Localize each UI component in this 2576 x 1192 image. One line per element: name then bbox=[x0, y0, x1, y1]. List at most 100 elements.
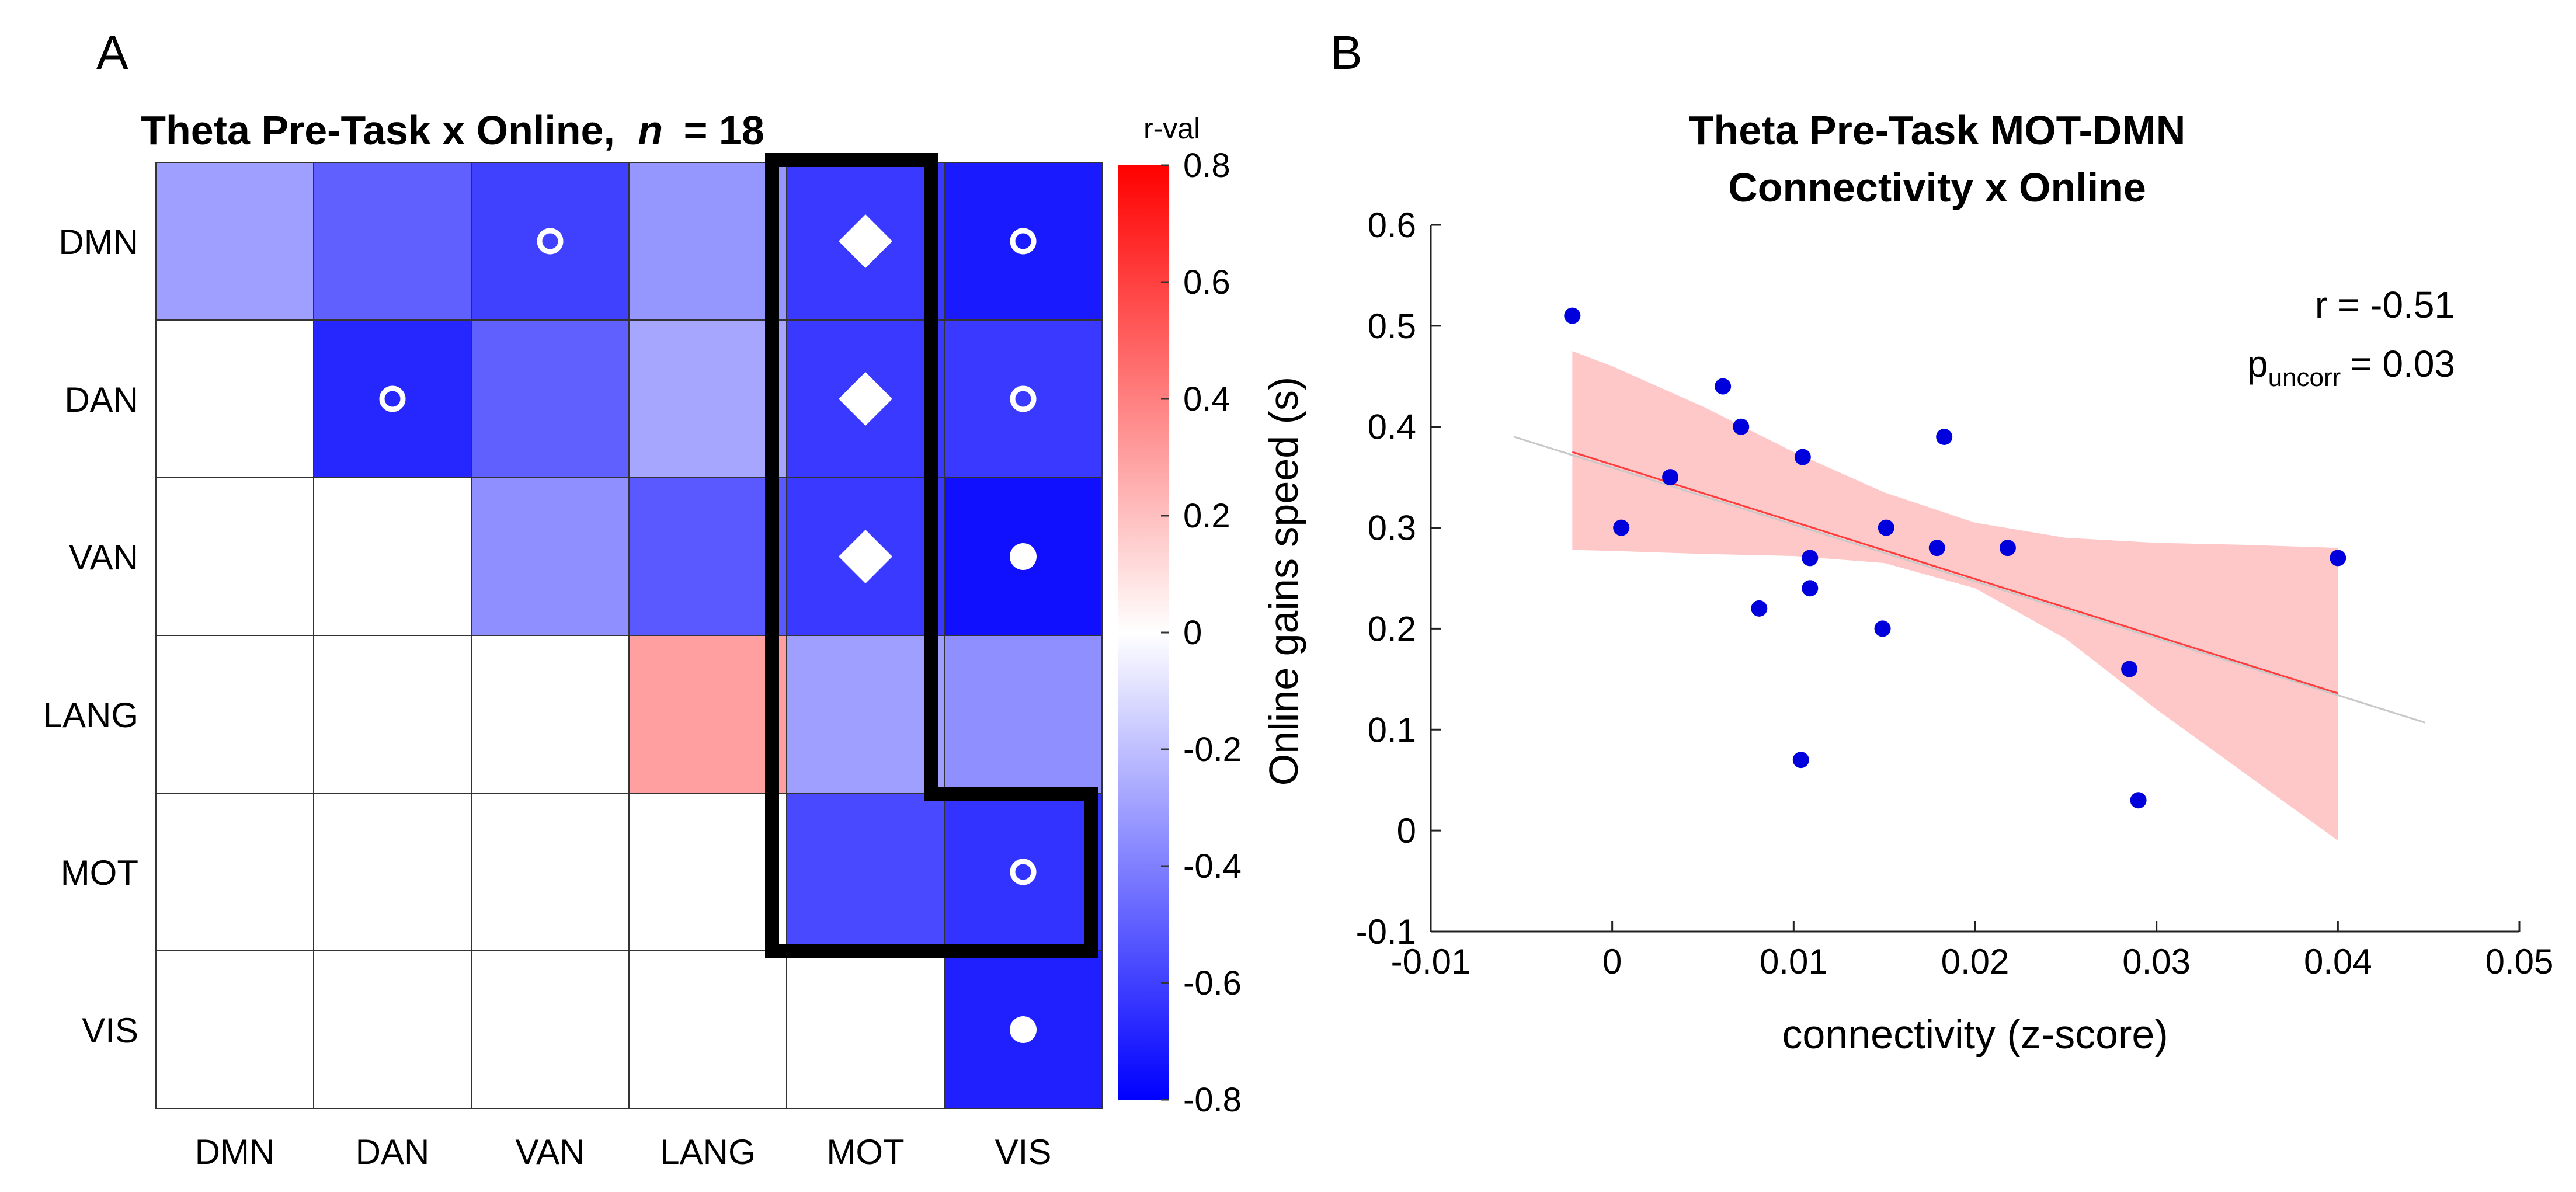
row-label-dan: DAN bbox=[64, 380, 138, 419]
scatter-point bbox=[1733, 418, 1750, 435]
colorbar-tick-label: -0.2 bbox=[1183, 731, 1242, 769]
scatter-point bbox=[2130, 792, 2147, 809]
heatmap-col-labels: DMN DAN VAN LANG MOT VIS bbox=[195, 1132, 1052, 1172]
heatmap-title: Theta Pre-Task x Online, n = 18 bbox=[141, 107, 764, 153]
marker-open-circle-mot-vis bbox=[1010, 859, 1037, 885]
col-label-lang: LANG bbox=[660, 1132, 755, 1172]
colorbar-tick-label: 0.8 bbox=[1183, 147, 1230, 185]
scatter-point bbox=[1564, 307, 1581, 324]
scatter-point bbox=[2121, 661, 2138, 677]
stats-p-symbol: p bbox=[2247, 343, 2268, 385]
heatmap-cell-dan-dmn bbox=[155, 319, 314, 478]
col-label-vis: VIS bbox=[995, 1132, 1052, 1172]
stats-r: r = -0.51 bbox=[2315, 284, 2455, 326]
y-axis-label: Online gains speed (s) bbox=[1261, 377, 1306, 786]
colorbar-tick-label: 0.2 bbox=[1183, 497, 1230, 535]
fit-lines-layer bbox=[1514, 436, 2425, 724]
y-tick-label: 0.4 bbox=[1368, 408, 1416, 447]
extended-regression-line bbox=[1514, 436, 2425, 724]
stats-p-value: = 0.03 bbox=[2350, 343, 2455, 385]
x-tick-label: -0.01 bbox=[1391, 942, 1471, 981]
marker-open-circle-dan-vis bbox=[1010, 385, 1037, 412]
colorbar-tick-label: -0.8 bbox=[1183, 1081, 1242, 1119]
heatmap-cell-mot-dan bbox=[313, 793, 472, 951]
stats-p-subscript: uncorr bbox=[2268, 363, 2341, 392]
heatmap-row-labels: DMN DAN VAN LANG MOT VIS bbox=[43, 223, 138, 1050]
regression-fit-line bbox=[1572, 451, 2338, 694]
confidence-band bbox=[1572, 351, 2338, 841]
colorbar-tick-label: 0.6 bbox=[1183, 263, 1230, 301]
x-axis-label: connectivity (z-score) bbox=[1782, 1012, 2168, 1057]
colorbar-tick-label: -0.6 bbox=[1183, 964, 1242, 1002]
y-tick-labels: -0.1 0 0.1 0.2 0.3 0.4 0.5 0.6 bbox=[1356, 206, 1441, 951]
colorbar-ticks: 0.8 0.6 0.4 0.2 0 -0.2 -0.4 -0.6 -0.8 bbox=[1161, 147, 1242, 1119]
marker-open-circle-dmn-vis bbox=[1010, 228, 1037, 255]
col-label-van: VAN bbox=[516, 1132, 585, 1172]
panel-b-label: B bbox=[1330, 26, 1362, 79]
heatmap-cell-lang-dmn bbox=[155, 635, 314, 794]
scatter-point bbox=[1928, 540, 1945, 557]
heatmap-cell-van-lang bbox=[628, 477, 787, 636]
row-label-van: VAN bbox=[69, 538, 138, 577]
y-tick-label: 0.2 bbox=[1368, 609, 1416, 648]
marker-diamond-dan-mot bbox=[839, 372, 892, 426]
scatter-title-line1: Theta Pre-Task MOT-DMN bbox=[1689, 107, 2186, 153]
marker-filled-circle-vis-vis bbox=[1010, 1016, 1037, 1043]
heatmap-cells bbox=[155, 162, 1103, 1109]
scatter-point bbox=[1874, 620, 1891, 637]
panel-b-scatter: B Theta Pre-Task MOT-DMN Connectivity x … bbox=[1261, 26, 2553, 1057]
panel-a-heatmap: A Theta Pre-Task x Online, n = 18 DMN DAN… bbox=[43, 26, 1242, 1172]
heatmap-cell-mot-dmn bbox=[155, 793, 314, 951]
x-tick-label: 0.05 bbox=[2485, 942, 2554, 981]
scatter-point bbox=[1794, 449, 1811, 465]
x-tick-label: 0.02 bbox=[1941, 942, 2010, 981]
row-label-vis: VIS bbox=[82, 1011, 138, 1050]
y-tick-label: 0.3 bbox=[1368, 509, 1416, 548]
colorbar-tick-label: -0.4 bbox=[1183, 847, 1242, 885]
scatter-point bbox=[1662, 469, 1679, 486]
scatter-point bbox=[1936, 429, 1953, 445]
heatmap-cell-mot-van bbox=[471, 793, 630, 951]
heatmap-cell-van-van bbox=[471, 477, 630, 636]
heatmap-cell-mot-mot bbox=[786, 793, 945, 951]
heatmap-markers bbox=[379, 214, 1037, 1043]
x-tick-label: 0.04 bbox=[2304, 942, 2372, 981]
scatter-point bbox=[1802, 580, 1819, 597]
heatmap-cell-dmn-van bbox=[471, 162, 630, 321]
heatmap-title-n-symbol: n bbox=[638, 107, 663, 153]
heatmap-cell-dmn-dan bbox=[313, 162, 472, 321]
colorbar-label: r-val bbox=[1143, 112, 1200, 145]
panel-a-label: A bbox=[96, 26, 128, 79]
heatmap-cell-dmn-lang bbox=[628, 162, 787, 321]
y-tick-label: -0.1 bbox=[1356, 912, 1416, 951]
y-tick-label: 0.6 bbox=[1368, 206, 1416, 245]
marker-open-circle-dmn-van bbox=[537, 228, 564, 255]
colorbar-tick-label: 0.4 bbox=[1183, 380, 1230, 418]
mot-highlight-outline bbox=[765, 153, 1098, 958]
heatmap-cell-vis-van bbox=[471, 950, 630, 1109]
heatmap-cell-vis-dan bbox=[313, 950, 472, 1109]
y-tick-label: 0.5 bbox=[1368, 307, 1416, 346]
heatmap-cell-dan-dan bbox=[313, 319, 472, 478]
row-label-dmn: DMN bbox=[58, 223, 138, 262]
col-label-dan: DAN bbox=[356, 1132, 430, 1172]
heatmap-cell-vis-dmn bbox=[155, 950, 314, 1109]
x-tick-label: 0.01 bbox=[1760, 942, 1828, 981]
heatmap-cell-dan-van bbox=[471, 319, 630, 478]
scatter-point bbox=[1792, 752, 1809, 769]
scatter-point bbox=[1999, 540, 2016, 557]
marker-diamond-van-mot bbox=[839, 530, 892, 583]
colorbar-tick-label: 0 bbox=[1183, 614, 1202, 652]
marker-open-circle-dan-dan bbox=[379, 385, 406, 412]
x-tick-label: 0 bbox=[1602, 942, 1622, 981]
scatter-points bbox=[1564, 307, 2346, 809]
heatmap-cell-dmn-dmn bbox=[155, 162, 314, 321]
scatter-point bbox=[2330, 550, 2346, 567]
scatter-point bbox=[1802, 550, 1819, 567]
heatmap-cell-vis-lang bbox=[628, 950, 787, 1109]
heatmap-title-n-value: = 18 bbox=[684, 107, 764, 153]
x-tick-label: 0.03 bbox=[2122, 942, 2191, 981]
heatmap-cell-van-dan bbox=[313, 477, 472, 636]
heatmap-cell-mot-lang bbox=[628, 793, 787, 951]
